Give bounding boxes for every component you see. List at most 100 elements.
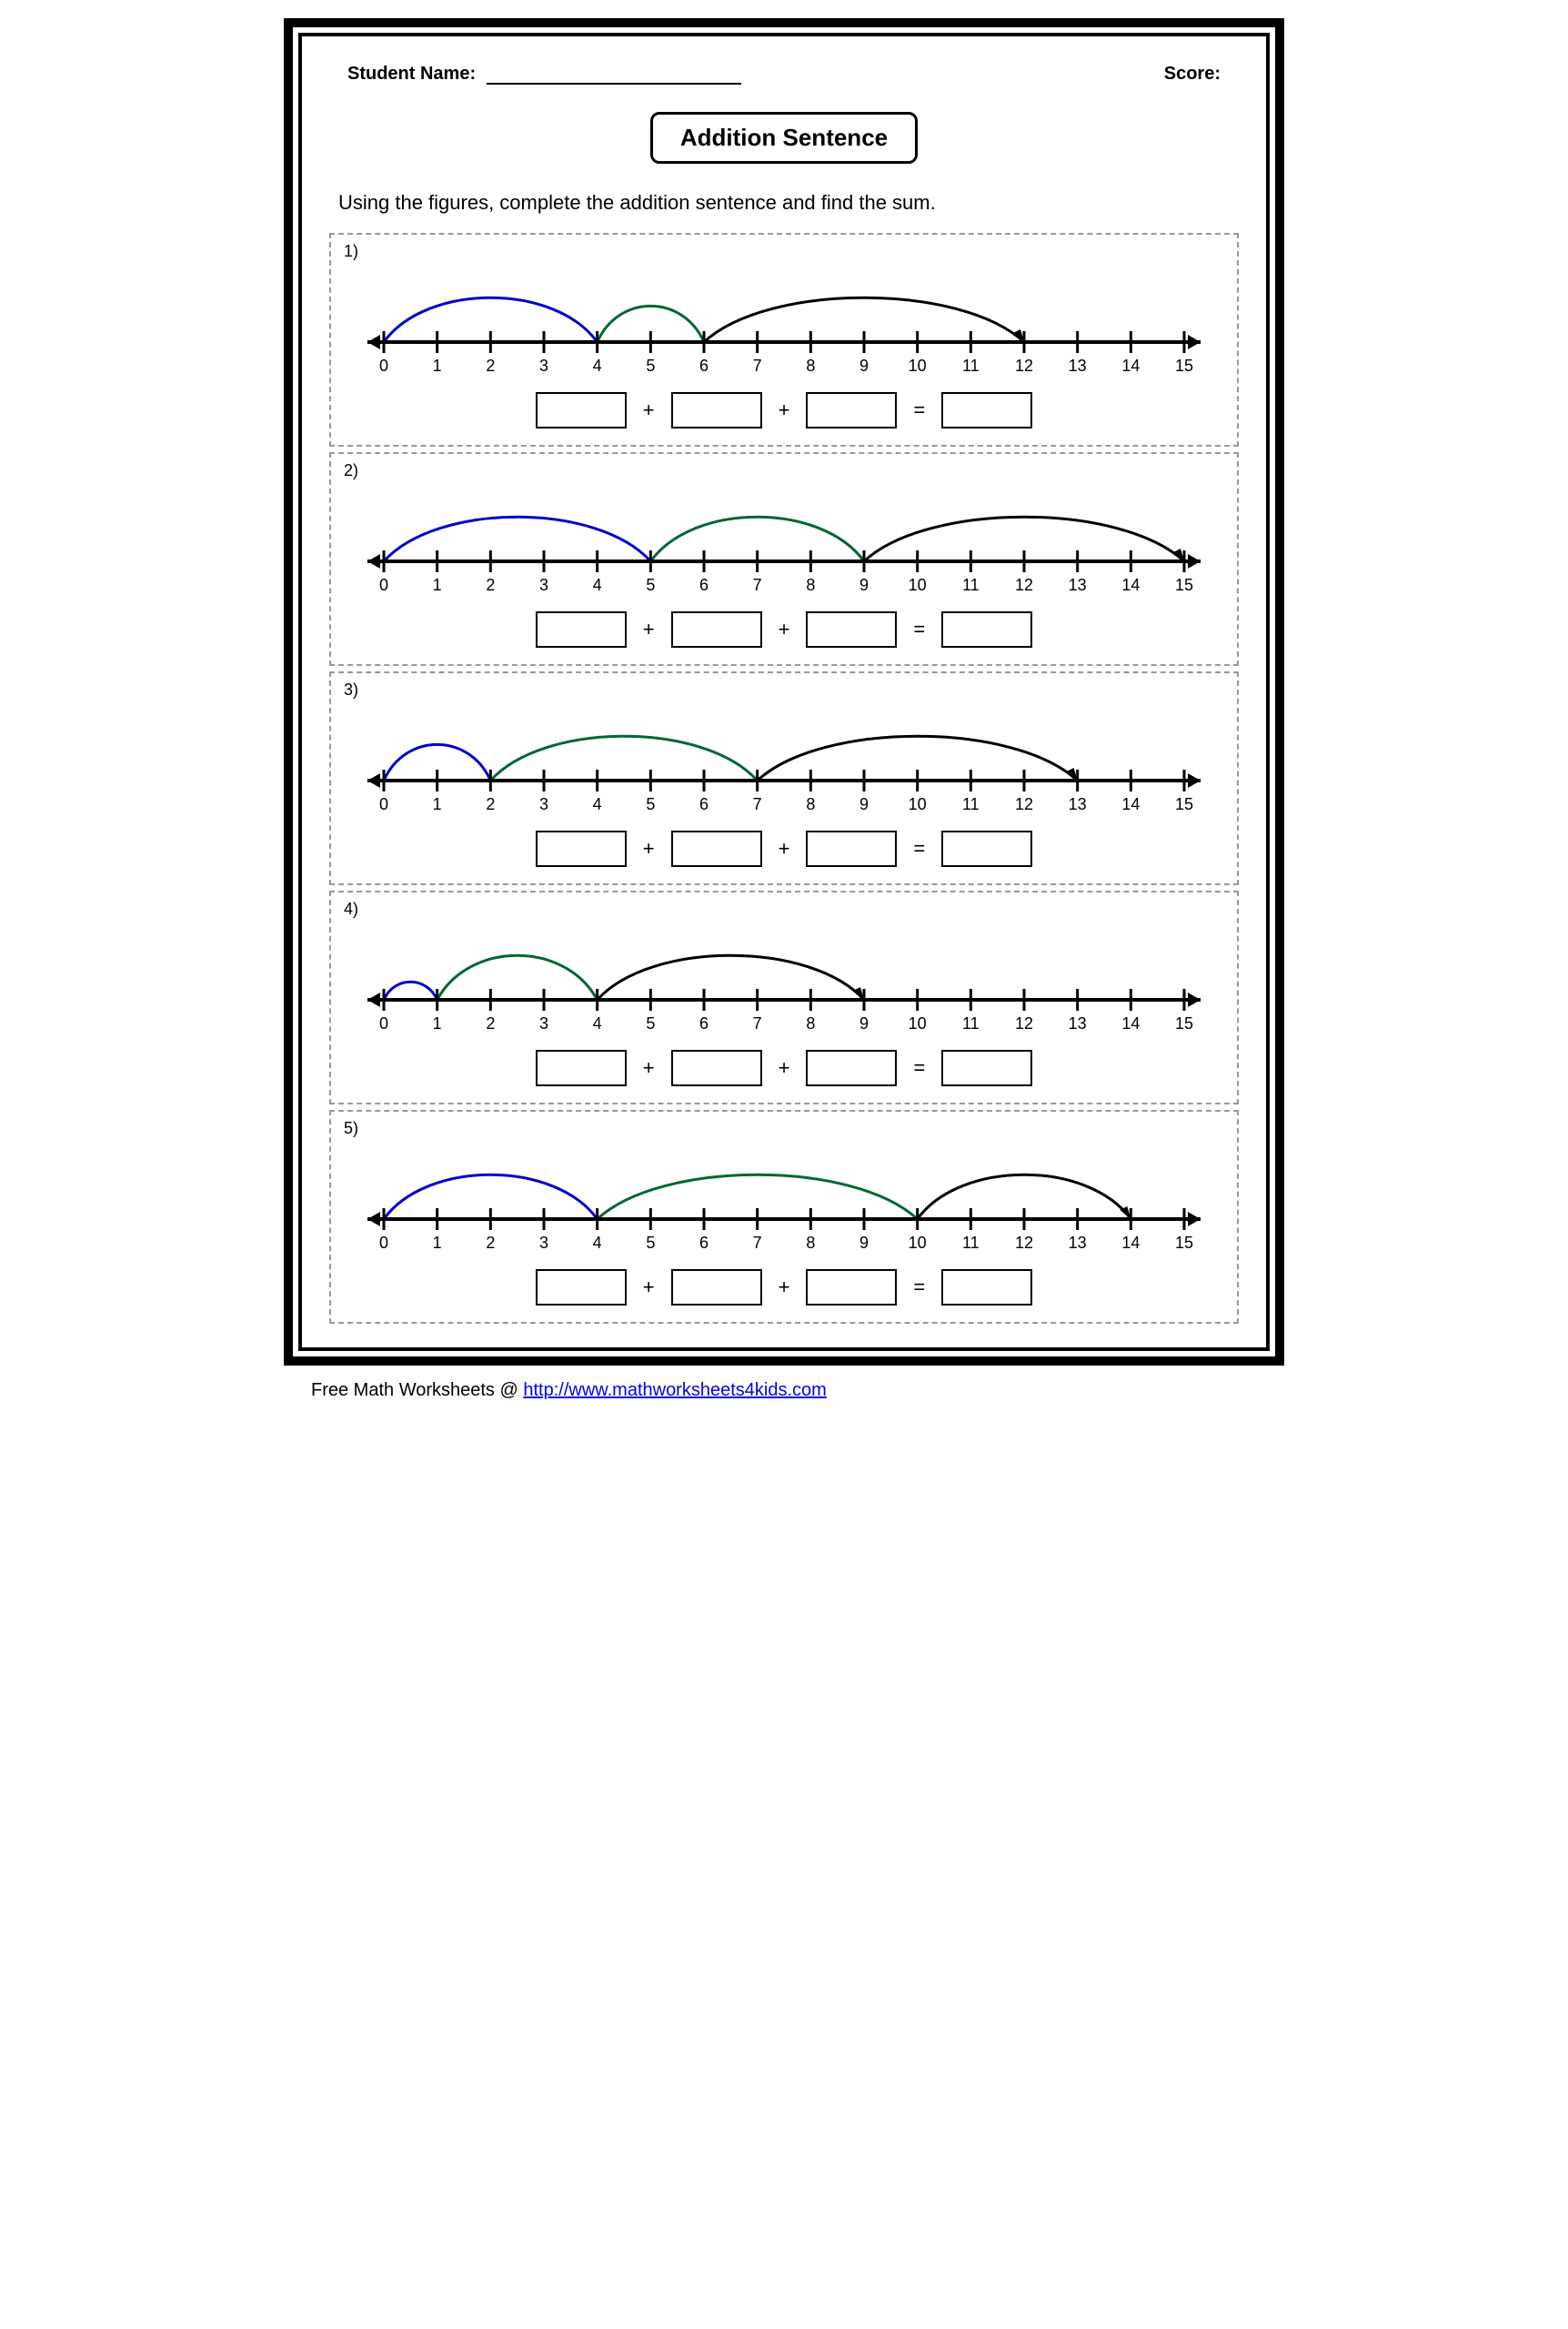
- addend-box[interactable]: [806, 1050, 897, 1086]
- page-outer-border: Student Name: Score: Addition Sentence U…: [284, 18, 1284, 1366]
- svg-text:13: 13: [1069, 1014, 1087, 1033]
- problem: 3)0123456789101112131415++=: [329, 671, 1239, 885]
- problem-number: 5): [344, 1119, 1224, 1138]
- svg-text:12: 12: [1015, 795, 1033, 813]
- student-name-field: Student Name:: [347, 64, 741, 85]
- svg-text:6: 6: [699, 357, 709, 375]
- sum-box[interactable]: [941, 1050, 1032, 1086]
- addend-box[interactable]: [806, 1269, 897, 1306]
- plus-operator: +: [779, 398, 790, 422]
- svg-text:1: 1: [433, 1234, 442, 1252]
- svg-text:5: 5: [646, 1014, 655, 1033]
- svg-text:12: 12: [1015, 1014, 1033, 1033]
- footer-link[interactable]: http://www.mathworksheets4kids.com: [523, 1380, 826, 1400]
- answer-row: ++=: [344, 831, 1224, 867]
- svg-text:4: 4: [593, 795, 602, 813]
- svg-text:7: 7: [753, 357, 762, 375]
- svg-text:9: 9: [859, 357, 869, 375]
- header-row: Student Name: Score:: [329, 64, 1239, 85]
- svg-text:10: 10: [909, 357, 927, 375]
- svg-text:9: 9: [859, 576, 869, 594]
- svg-text:11: 11: [962, 795, 980, 813]
- addend-box[interactable]: [671, 1269, 762, 1306]
- svg-text:1: 1: [433, 1014, 442, 1033]
- svg-text:15: 15: [1175, 576, 1193, 594]
- problem-number: 4): [344, 900, 1224, 919]
- plus-operator: +: [643, 1056, 655, 1080]
- svg-text:8: 8: [806, 576, 815, 594]
- svg-text:2: 2: [486, 1014, 495, 1033]
- addend-box[interactable]: [806, 831, 897, 867]
- equals-operator: =: [913, 1275, 925, 1299]
- svg-text:13: 13: [1069, 576, 1087, 594]
- student-name-label: Student Name:: [347, 64, 476, 84]
- svg-text:12: 12: [1015, 1234, 1033, 1252]
- number-line: 0123456789101112131415: [344, 703, 1224, 822]
- plus-operator: +: [643, 618, 655, 641]
- student-name-blank[interactable]: [487, 83, 741, 85]
- svg-text:12: 12: [1015, 576, 1033, 594]
- answer-row: + + =: [344, 1050, 1224, 1086]
- svg-text:7: 7: [753, 1014, 762, 1033]
- plus-operator: +: [779, 1275, 790, 1299]
- sum-box[interactable]: [941, 611, 1032, 648]
- svg-text:1: 1: [433, 357, 442, 375]
- addend-box[interactable]: [536, 1050, 627, 1086]
- svg-text:7: 7: [753, 1234, 762, 1252]
- svg-text:0: 0: [379, 1014, 388, 1033]
- svg-text:15: 15: [1175, 795, 1193, 813]
- addend-box[interactable]: [671, 611, 762, 648]
- addend-box[interactable]: [536, 1269, 627, 1306]
- addend-box[interactable]: [536, 392, 627, 428]
- addend-box[interactable]: [806, 611, 897, 648]
- plus-operator: +: [779, 837, 790, 861]
- addend-box[interactable]: [671, 831, 762, 867]
- svg-text:6: 6: [699, 576, 709, 594]
- svg-text:3: 3: [539, 1014, 548, 1033]
- svg-text:2: 2: [486, 357, 495, 375]
- addend-box[interactable]: [536, 611, 627, 648]
- svg-text:0: 0: [379, 1234, 388, 1252]
- svg-text:14: 14: [1121, 795, 1140, 813]
- plus-operator: +: [779, 618, 790, 641]
- svg-text:11: 11: [962, 1234, 980, 1252]
- sum-box[interactable]: [941, 392, 1032, 428]
- svg-text:10: 10: [909, 576, 927, 594]
- addend-box[interactable]: [536, 831, 627, 867]
- sum-box[interactable]: [941, 831, 1032, 867]
- svg-text:3: 3: [539, 795, 548, 813]
- number-line: 0123456789101112131415: [344, 265, 1224, 383]
- problem: 2)0123456789101112131415++=: [329, 452, 1239, 666]
- svg-text:6: 6: [699, 1234, 709, 1252]
- plus-operator: +: [779, 1056, 790, 1080]
- svg-text:1: 1: [433, 576, 442, 594]
- svg-text:8: 8: [806, 1014, 815, 1033]
- equals-operator: =: [913, 1056, 925, 1080]
- number-line: 0123456789101112131415: [344, 923, 1224, 1041]
- score-label: Score:: [1164, 64, 1221, 85]
- svg-text:11: 11: [962, 576, 980, 594]
- svg-text:12: 12: [1015, 357, 1033, 375]
- svg-text:7: 7: [753, 576, 762, 594]
- addend-box[interactable]: [671, 1050, 762, 1086]
- worksheet-title: Addition Sentence: [650, 112, 918, 164]
- answer-row: ++=: [344, 392, 1224, 428]
- svg-text:4: 4: [593, 357, 602, 375]
- svg-text:1: 1: [433, 795, 442, 813]
- svg-text:3: 3: [539, 576, 548, 594]
- svg-text:5: 5: [646, 795, 655, 813]
- addend-box[interactable]: [671, 392, 762, 428]
- problem: 5)0123456789101112131415++=: [329, 1110, 1239, 1324]
- addend-box[interactable]: [806, 392, 897, 428]
- svg-text:0: 0: [379, 576, 388, 594]
- number-line: 0123456789101112131415: [344, 484, 1224, 602]
- svg-text:8: 8: [806, 357, 815, 375]
- instructions-text: Using the figures, complete the addition…: [338, 191, 1239, 215]
- number-line: 0123456789101112131415: [344, 1142, 1224, 1260]
- svg-text:9: 9: [859, 1234, 869, 1252]
- problem: 1)0123456789101112131415++=: [329, 233, 1239, 447]
- svg-text:0: 0: [379, 795, 388, 813]
- sum-box[interactable]: [941, 1269, 1032, 1306]
- svg-text:7: 7: [753, 795, 762, 813]
- svg-text:4: 4: [593, 1014, 602, 1033]
